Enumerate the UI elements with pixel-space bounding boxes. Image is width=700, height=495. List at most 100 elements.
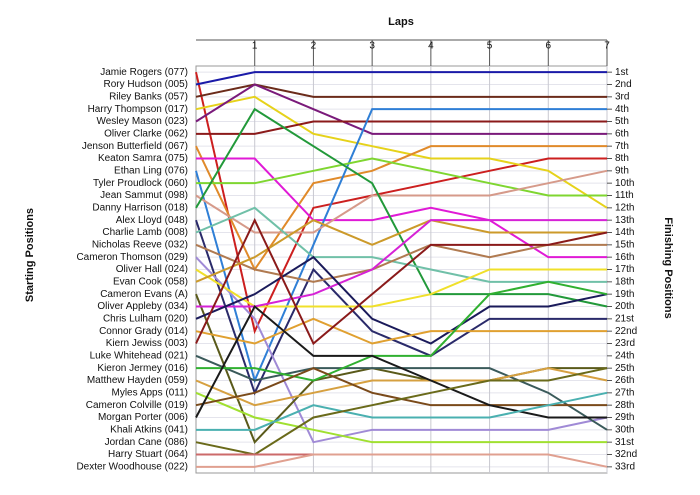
position-line (196, 120, 607, 135)
position-line (195, 108, 607, 384)
position-line (195, 219, 607, 283)
starting-position-label: Jean Sammut (098) (100, 190, 188, 201)
finishing-position-label: 11th (615, 190, 634, 201)
starting-position-label: Dexter Woodhouse (022) (76, 461, 188, 472)
starting-position-label: Jordan Cane (086) (105, 437, 188, 448)
finishing-position-label: 24th (615, 350, 634, 361)
finishing-position-label: 13th (615, 215, 634, 226)
starting-position-label: Keaton Samra (075) (98, 153, 188, 164)
x-tick-label: 7 (604, 41, 610, 52)
starting-position-label: Kieron Jermey (016) (97, 363, 188, 374)
starting-position-label: Oliver Clarke (062) (104, 128, 188, 139)
starting-position-label: Jenson Butterfield (067) (82, 141, 188, 152)
finishing-position-label: 1st (615, 67, 629, 78)
finishing-position-label: 31st (615, 437, 634, 448)
finishing-position-label: 6th (615, 128, 629, 139)
finishing-position-label: 20th (615, 301, 634, 312)
position-line (195, 107, 608, 308)
finishing-position-label: 29th (615, 412, 634, 423)
finishing-position-label: 3rd (615, 91, 629, 102)
starting-position-label: Danny Harrison (018) (92, 202, 188, 213)
starting-position-label: Charlie Lamb (008) (102, 227, 188, 238)
finishing-position-label: 19th (615, 289, 634, 300)
starting-position-label: Evan Cook (058) (113, 276, 188, 287)
x-tick-label: 5 (487, 41, 493, 52)
starting-position-label: Tyler Proudlock (060) (93, 178, 188, 189)
position-line (195, 145, 607, 272)
y2-axis-title: Finishing Positions (662, 217, 674, 318)
position-line (195, 391, 607, 444)
starting-position-label: Matthew Hayden (059) (87, 375, 188, 386)
finishing-position-label: 25th (615, 363, 634, 374)
position-line (195, 83, 607, 98)
starting-position-label: Oliver Hall (024) (116, 264, 188, 275)
position-line (195, 255, 608, 345)
position-line (196, 157, 607, 197)
position-line (195, 243, 607, 283)
finishing-position-label: 28th (615, 400, 634, 411)
starting-position-label: Nicholas Reeve (032) (92, 239, 188, 250)
finishing-position-label: 5th (615, 116, 629, 127)
y-axis-title: Starting Positions (24, 208, 36, 302)
starting-position-label: Rory Hudson (005) (104, 79, 188, 90)
starting-position-label: Riley Banks (057) (109, 91, 188, 102)
position-line (196, 157, 607, 259)
x-tick-label: 6 (546, 41, 552, 52)
position-line (195, 206, 607, 283)
position-line (196, 391, 608, 431)
x-tick-label: 1 (252, 41, 258, 52)
position-line (195, 367, 608, 456)
finishing-position-label: 16th (615, 252, 634, 263)
finishing-position-label: 2nd (615, 79, 632, 90)
position-line (196, 280, 608, 382)
starting-position-label: Cameron Colville (019) (86, 400, 188, 411)
starting-position-label: Morgan Porter (006) (98, 412, 188, 423)
position-line (195, 304, 607, 419)
starting-position-label: Harry Stuart (064) (108, 449, 188, 460)
finishing-position-label: 26th (615, 375, 634, 386)
position-line (195, 71, 607, 86)
starting-position-label: Luke Whitehead (021) (90, 350, 188, 361)
finishing-position-label: 32nd (615, 449, 637, 460)
finishing-position-label: 18th (615, 276, 634, 287)
starting-position-label: Cameron Thomson (029) (76, 252, 188, 263)
finishing-position-label: 12th (615, 202, 634, 213)
finishing-position-label: 23rd (615, 338, 635, 349)
starting-position-label: Chris Lulham (020) (103, 313, 188, 324)
finishing-position-label: 14th (615, 227, 634, 238)
x-tick-label: 3 (369, 41, 375, 52)
finishing-position-label: 30th (615, 424, 634, 435)
finishing-position-label: 22nd (615, 326, 637, 337)
position-line (195, 317, 607, 345)
starting-position-label: Jamie Rogers (077) (100, 67, 188, 78)
starting-position-label: Cameron Evans (A) (100, 289, 188, 300)
starting-position-label: Connor Grady (014) (99, 326, 188, 337)
position-line (195, 219, 607, 396)
finishing-position-label: 7th (615, 141, 629, 152)
position-line (195, 268, 607, 308)
position-line (195, 217, 608, 346)
finishing-position-label: 33rd (615, 461, 635, 472)
finishing-position-label: 27th (615, 387, 634, 398)
position-line (196, 219, 607, 308)
finishing-position-label: 21st (615, 313, 634, 324)
position-line (195, 367, 608, 407)
position-line (195, 95, 608, 209)
starting-position-label: Myles Apps (011) (111, 387, 188, 398)
finishing-position-label: 17th (615, 264, 634, 275)
starting-position-label: Ethan Ling (076) (114, 165, 188, 176)
starting-position-label: Alex Lloyd (048) (116, 215, 188, 226)
finishing-position-label: 4th (615, 104, 629, 115)
x-axis-title: Laps (388, 16, 414, 28)
starting-position-label: Khali Atkins (041) (110, 424, 188, 435)
finishing-position-label: 15th (615, 239, 634, 250)
finishing-position-label: 8th (615, 153, 629, 164)
position-line (195, 83, 607, 135)
x-tick-label: 4 (428, 41, 434, 52)
position-line (195, 169, 608, 234)
position-line (195, 71, 607, 335)
finishing-position-label: 10th (615, 178, 634, 189)
finishing-position-label: 9th (615, 165, 629, 176)
starting-position-label: Kiern Jewiss (003) (106, 338, 188, 349)
